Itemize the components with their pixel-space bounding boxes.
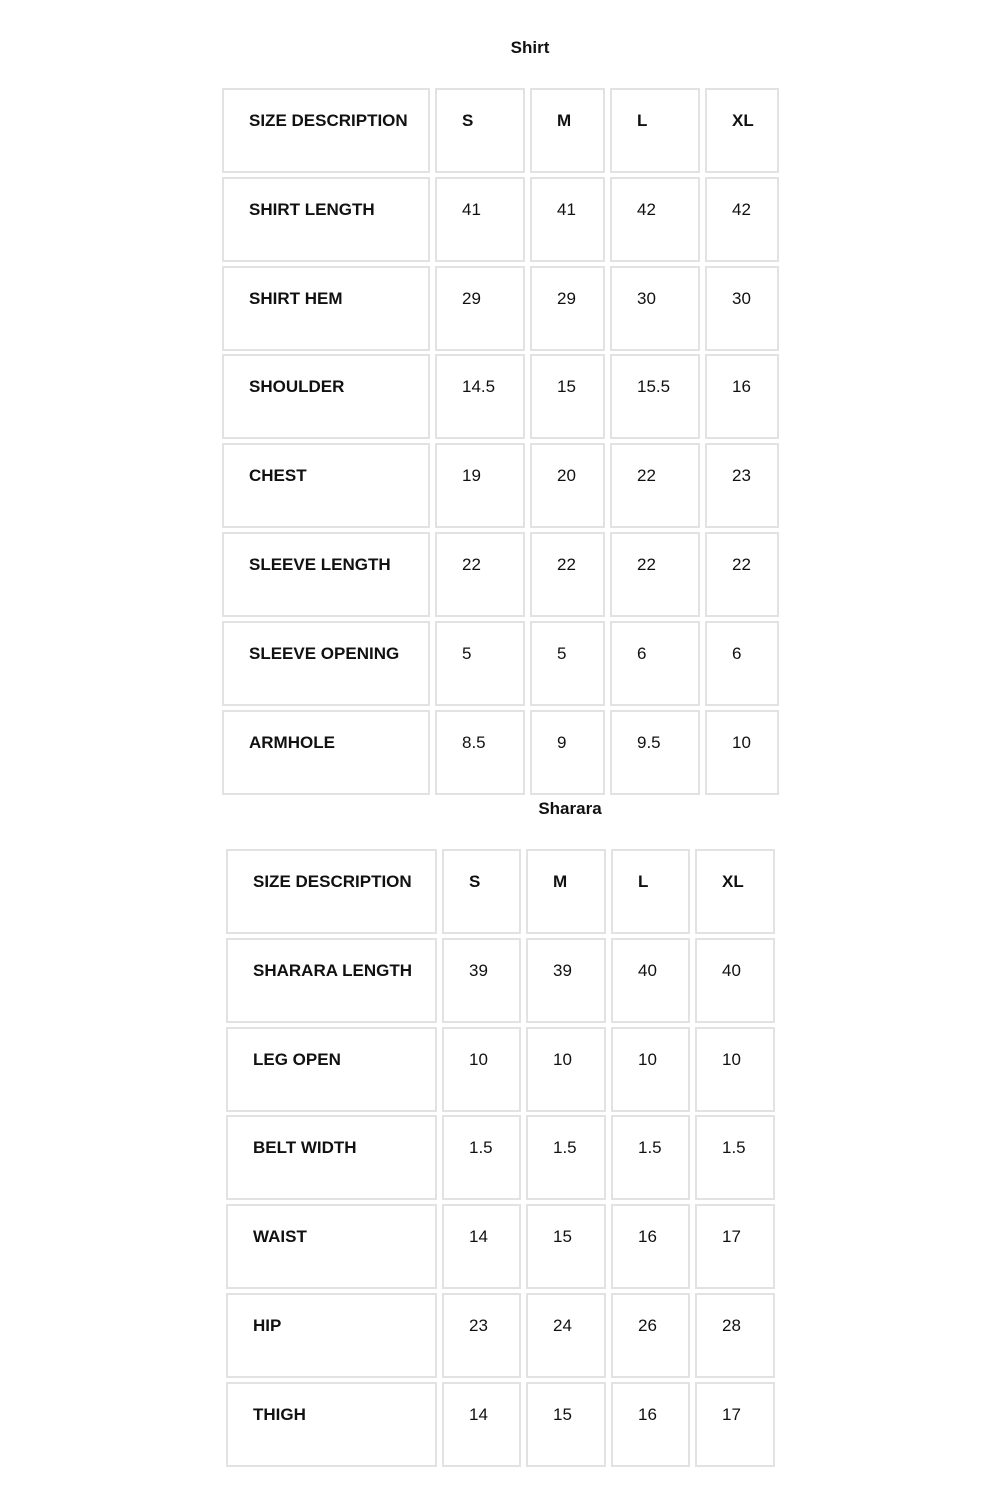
sharara-header-cell: L	[611, 849, 690, 934]
shirt-value-cell: 41	[530, 176, 605, 262]
sharara-row-label: THIGH	[226, 1381, 437, 1467]
shirt-value-cell: 10	[705, 709, 779, 795]
sharara-value-cell: 16	[611, 1381, 690, 1467]
shirt-value-cell: 15	[530, 354, 605, 440]
shirt-value-cell: 29	[530, 265, 605, 351]
shirt-row-label: SHIRT HEM	[222, 265, 430, 351]
sharara-value-cell: 40	[611, 937, 690, 1023]
shirt-value-cell: 29	[435, 265, 525, 351]
shirt-value-cell: 19	[435, 443, 525, 529]
shirt-value-cell: 20	[530, 443, 605, 529]
sharara-header-cell: XL	[695, 849, 775, 934]
shirt-value-cell: 14.5	[435, 354, 525, 440]
shirt-value-cell: 22	[610, 532, 700, 617]
shirt-value-cell: 9	[530, 709, 605, 795]
sharara-row-label: HIP	[226, 1293, 437, 1378]
shirt-value-cell: 8.5	[435, 709, 525, 795]
sharara-row-label: LEG OPEN	[226, 1026, 437, 1112]
shirt-value-cell: 22	[610, 443, 700, 529]
shirt-row-label: SLEEVE LENGTH	[222, 532, 430, 617]
sharara-row-label: BELT WIDTH	[226, 1115, 437, 1201]
sharara-value-cell: 15	[526, 1204, 606, 1290]
shirt-value-cell: 22	[530, 532, 605, 617]
shirt-value-cell: 30	[610, 265, 700, 351]
sharara-value-cell: 1.5	[611, 1115, 690, 1201]
sharara-value-cell: 39	[442, 937, 521, 1023]
sharara-row-label: WAIST	[226, 1204, 437, 1290]
sharara-value-cell: 14	[442, 1204, 521, 1290]
shirt-row-label: SHIRT LENGTH	[222, 176, 430, 262]
shirt-row-label: SLEEVE OPENING	[222, 620, 430, 706]
sharara-row-label: SHARARA LENGTH	[226, 937, 437, 1023]
sharara-header-cell: S	[442, 849, 521, 934]
sharara-header-cell: M	[526, 849, 606, 934]
sharara-value-cell: 17	[695, 1204, 775, 1290]
shirt-header-cell: M	[530, 88, 605, 173]
shirt-header-cell: XL	[705, 88, 779, 173]
sharara-table-title: Sharara	[538, 799, 602, 818]
shirt-value-cell: 5	[530, 620, 605, 706]
shirt-header-cell: SIZE DESCRIPTION	[222, 88, 430, 173]
sharara-header-cell: SIZE DESCRIPTION	[226, 849, 437, 934]
sharara-value-cell: 10	[442, 1026, 521, 1112]
shirt-row-label: ARMHOLE	[222, 709, 430, 795]
shirt-value-cell: 22	[435, 532, 525, 617]
shirt-table-title: Shirt	[510, 38, 550, 57]
shirt-header-cell: L	[610, 88, 700, 173]
sharara-value-cell: 15	[526, 1381, 606, 1467]
sharara-value-cell: 28	[695, 1293, 775, 1378]
sharara-value-cell: 17	[695, 1381, 775, 1467]
sharara-value-cell: 1.5	[442, 1115, 521, 1201]
sharara-value-cell: 24	[526, 1293, 606, 1378]
shirt-value-cell: 41	[435, 176, 525, 262]
sharara-value-cell: 1.5	[695, 1115, 775, 1201]
sharara-value-cell: 40	[695, 937, 775, 1023]
sharara-value-cell: 26	[611, 1293, 690, 1378]
shirt-value-cell: 23	[705, 443, 779, 529]
sharara-value-cell: 10	[695, 1026, 775, 1112]
shirt-header-cell: S	[435, 88, 525, 173]
shirt-row-label: SHOULDER	[222, 354, 430, 440]
shirt-value-cell: 6	[705, 620, 779, 706]
sharara-value-cell: 39	[526, 937, 606, 1023]
sharara-value-cell: 10	[526, 1026, 606, 1112]
shirt-value-cell: 42	[705, 176, 779, 262]
shirt-value-cell: 30	[705, 265, 779, 351]
shirt-row-label: CHEST	[222, 443, 430, 529]
sharara-value-cell: 23	[442, 1293, 521, 1378]
shirt-value-cell: 5	[435, 620, 525, 706]
sharara-value-cell: 10	[611, 1026, 690, 1112]
shirt-value-cell: 9.5	[610, 709, 700, 795]
shirt-value-cell: 6	[610, 620, 700, 706]
sharara-value-cell: 16	[611, 1204, 690, 1290]
shirt-value-cell: 16	[705, 354, 779, 440]
shirt-value-cell: 15.5	[610, 354, 700, 440]
shirt-value-cell: 42	[610, 176, 700, 262]
sharara-value-cell: 14	[442, 1381, 521, 1467]
sharara-value-cell: 1.5	[526, 1115, 606, 1201]
shirt-value-cell: 22	[705, 532, 779, 617]
